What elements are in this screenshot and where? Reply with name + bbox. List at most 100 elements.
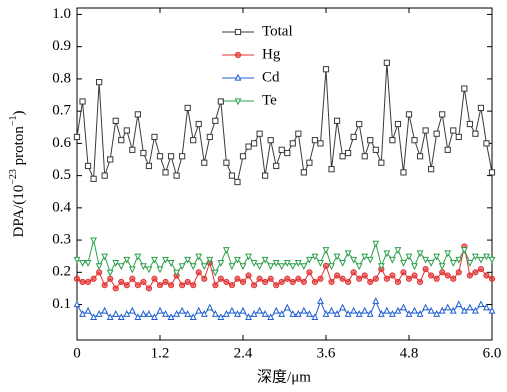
data-point xyxy=(300,278,307,286)
data-point xyxy=(477,104,485,112)
data-point xyxy=(79,309,86,317)
data-point xyxy=(477,256,485,264)
data-point xyxy=(195,306,203,314)
data-point xyxy=(372,240,380,248)
data-point xyxy=(294,309,302,317)
data-point xyxy=(444,250,452,258)
data-point xyxy=(84,306,92,314)
data-point xyxy=(156,306,164,314)
data-point xyxy=(383,250,391,258)
data-point xyxy=(212,282,219,289)
data-point xyxy=(411,306,418,314)
data-point xyxy=(460,306,468,314)
data-point xyxy=(466,272,473,279)
data-point xyxy=(195,120,202,128)
data-point xyxy=(377,309,385,317)
data-point xyxy=(400,303,407,311)
data-point xyxy=(140,149,147,157)
data-point xyxy=(129,275,136,282)
data-point xyxy=(356,120,363,128)
data-point xyxy=(388,256,396,264)
data-point xyxy=(273,162,280,170)
data-point xyxy=(278,309,286,317)
data-point xyxy=(151,133,158,141)
data-point xyxy=(411,272,418,279)
data-point xyxy=(427,260,435,267)
data-point xyxy=(367,278,374,286)
data-point xyxy=(106,269,114,277)
data-point xyxy=(123,282,130,289)
legend-marker xyxy=(234,73,242,81)
data-point xyxy=(90,237,98,245)
data-point xyxy=(317,260,324,267)
data-point xyxy=(90,175,97,182)
x-tick-label: 1.2 xyxy=(151,345,170,361)
data-point xyxy=(289,263,297,271)
data-point xyxy=(162,169,169,176)
data-point xyxy=(184,278,191,286)
data-point xyxy=(228,263,236,271)
data-point xyxy=(239,306,247,314)
data-point xyxy=(156,153,164,160)
data-point xyxy=(206,133,213,141)
data-point xyxy=(90,275,97,282)
y-tick-label: 0.5 xyxy=(52,167,71,183)
data-point xyxy=(477,265,485,273)
data-point xyxy=(394,306,402,314)
data-point xyxy=(460,247,468,254)
data-point xyxy=(466,120,473,128)
data-point xyxy=(179,153,186,160)
data-point xyxy=(305,309,313,317)
data-point xyxy=(433,309,441,317)
data-point xyxy=(250,282,258,289)
data-point xyxy=(179,282,186,289)
y-label-part: proton xyxy=(11,126,27,169)
series-line xyxy=(76,246,493,290)
data-point xyxy=(422,303,430,311)
data-point xyxy=(101,306,109,314)
data-point xyxy=(439,111,446,118)
plot-frame xyxy=(76,7,493,341)
data-point xyxy=(118,278,125,286)
data-point xyxy=(178,263,186,271)
data-point xyxy=(483,303,490,311)
data-point xyxy=(173,269,181,277)
data-point xyxy=(95,263,103,271)
y-axis-label: DPA/(10−23 proton−1) xyxy=(8,111,27,238)
data-point xyxy=(96,79,103,86)
x-axis-label: 深度/μm xyxy=(257,368,311,385)
data-point xyxy=(162,278,169,286)
data-point xyxy=(200,263,208,271)
data-point xyxy=(228,306,236,314)
x-tick-label: 0 xyxy=(73,345,81,361)
data-point xyxy=(73,275,81,282)
data-point xyxy=(356,275,363,282)
legend-marker xyxy=(234,98,242,106)
data-point xyxy=(190,282,197,289)
legend-marker xyxy=(234,51,242,59)
data-point xyxy=(234,178,241,186)
data-point xyxy=(250,140,258,147)
data-point xyxy=(167,153,175,160)
data-point xyxy=(383,306,391,314)
data-point xyxy=(151,256,158,264)
data-point xyxy=(134,111,141,118)
y-tick-label: 0.8 xyxy=(52,70,71,86)
data-point xyxy=(488,169,496,176)
data-point xyxy=(107,156,114,163)
data-point xyxy=(96,269,103,276)
data-point xyxy=(355,309,363,317)
data-point xyxy=(267,313,275,321)
data-point xyxy=(372,275,379,282)
data-point xyxy=(416,278,424,286)
data-point xyxy=(405,309,413,317)
data-point xyxy=(339,303,347,311)
data-point xyxy=(344,309,352,317)
data-point xyxy=(79,278,86,286)
data-point xyxy=(422,256,430,264)
data-point xyxy=(411,137,418,144)
x-tick-label: 4.8 xyxy=(400,345,419,361)
data-point xyxy=(450,275,457,282)
y-label-part: DPA/(10 xyxy=(11,185,27,238)
data-point xyxy=(372,297,380,304)
